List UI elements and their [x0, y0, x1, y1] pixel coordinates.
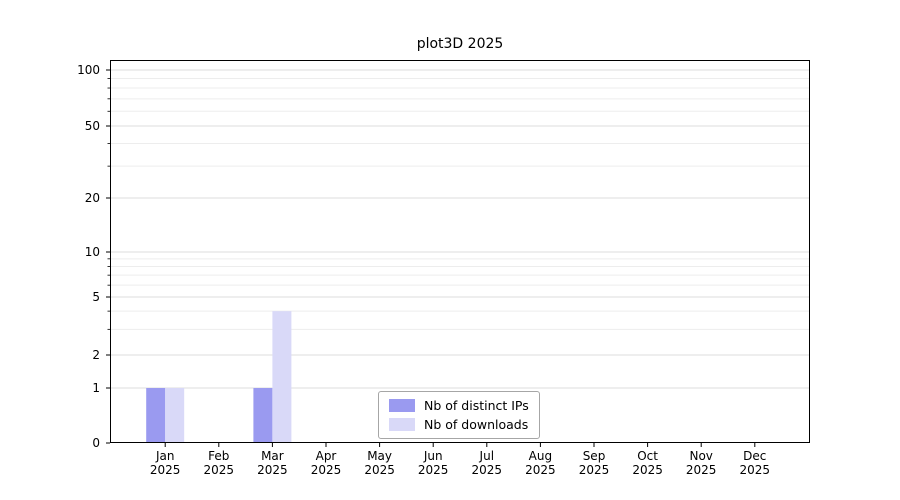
- y-tick-label-50: 50: [84, 119, 100, 133]
- plot-svg: [106, 60, 810, 447]
- x-tick-label-apr: Apr 2025: [310, 449, 342, 477]
- bar-distinct-ips-2: [253, 388, 273, 443]
- x-tick-label-may: May 2025: [364, 449, 395, 477]
- x-tick-label-mar: Mar 2025: [257, 449, 288, 477]
- y-tick-label-5: 5: [92, 290, 100, 304]
- y-tick-label-2: 2: [92, 348, 100, 362]
- y-tick-label-100: 100: [77, 63, 100, 77]
- bar-downloads-2: [272, 311, 292, 443]
- legend-label-downloads: Nb of downloads: [424, 417, 529, 432]
- y-tick-label-0: 0: [92, 436, 100, 450]
- x-tick-label-nov: Nov 2025: [685, 449, 717, 477]
- x-tick-label-jun: Jun 2025: [417, 449, 449, 477]
- legend-item-distinct-ips: Nb of distinct IPs: [389, 398, 529, 413]
- plot-area: [106, 60, 810, 447]
- bar-downloads-0: [165, 388, 185, 443]
- chart-title: plot3D 2025: [416, 36, 504, 52]
- legend-swatch-distinct-ips: [389, 399, 415, 412]
- x-tick-label-dec: Dec 2025: [739, 449, 771, 477]
- legend: Nb of distinct IPs Nb of downloads: [378, 391, 540, 439]
- x-tick-label-sep: Sep 2025: [578, 449, 610, 477]
- x-tick-label-oct: Oct 2025: [632, 449, 663, 477]
- x-tick-label-aug: Aug 2025: [525, 449, 556, 477]
- plot-border: [110, 60, 810, 443]
- x-tick-label-feb: Feb 2025: [203, 449, 235, 477]
- x-tick-label-jul: Jul 2025: [471, 449, 503, 477]
- legend-item-downloads: Nb of downloads: [389, 417, 529, 432]
- bar-distinct-ips-0: [146, 388, 166, 443]
- legend-label-distinct-ips: Nb of distinct IPs: [424, 398, 529, 413]
- y-tick-label-20: 20: [84, 191, 100, 205]
- y-tick-label-10: 10: [84, 245, 100, 259]
- y-tick-label-1: 1: [92, 381, 100, 395]
- x-tick-label-jan: Jan 2025: [149, 449, 181, 477]
- legend-swatch-downloads: [389, 418, 415, 431]
